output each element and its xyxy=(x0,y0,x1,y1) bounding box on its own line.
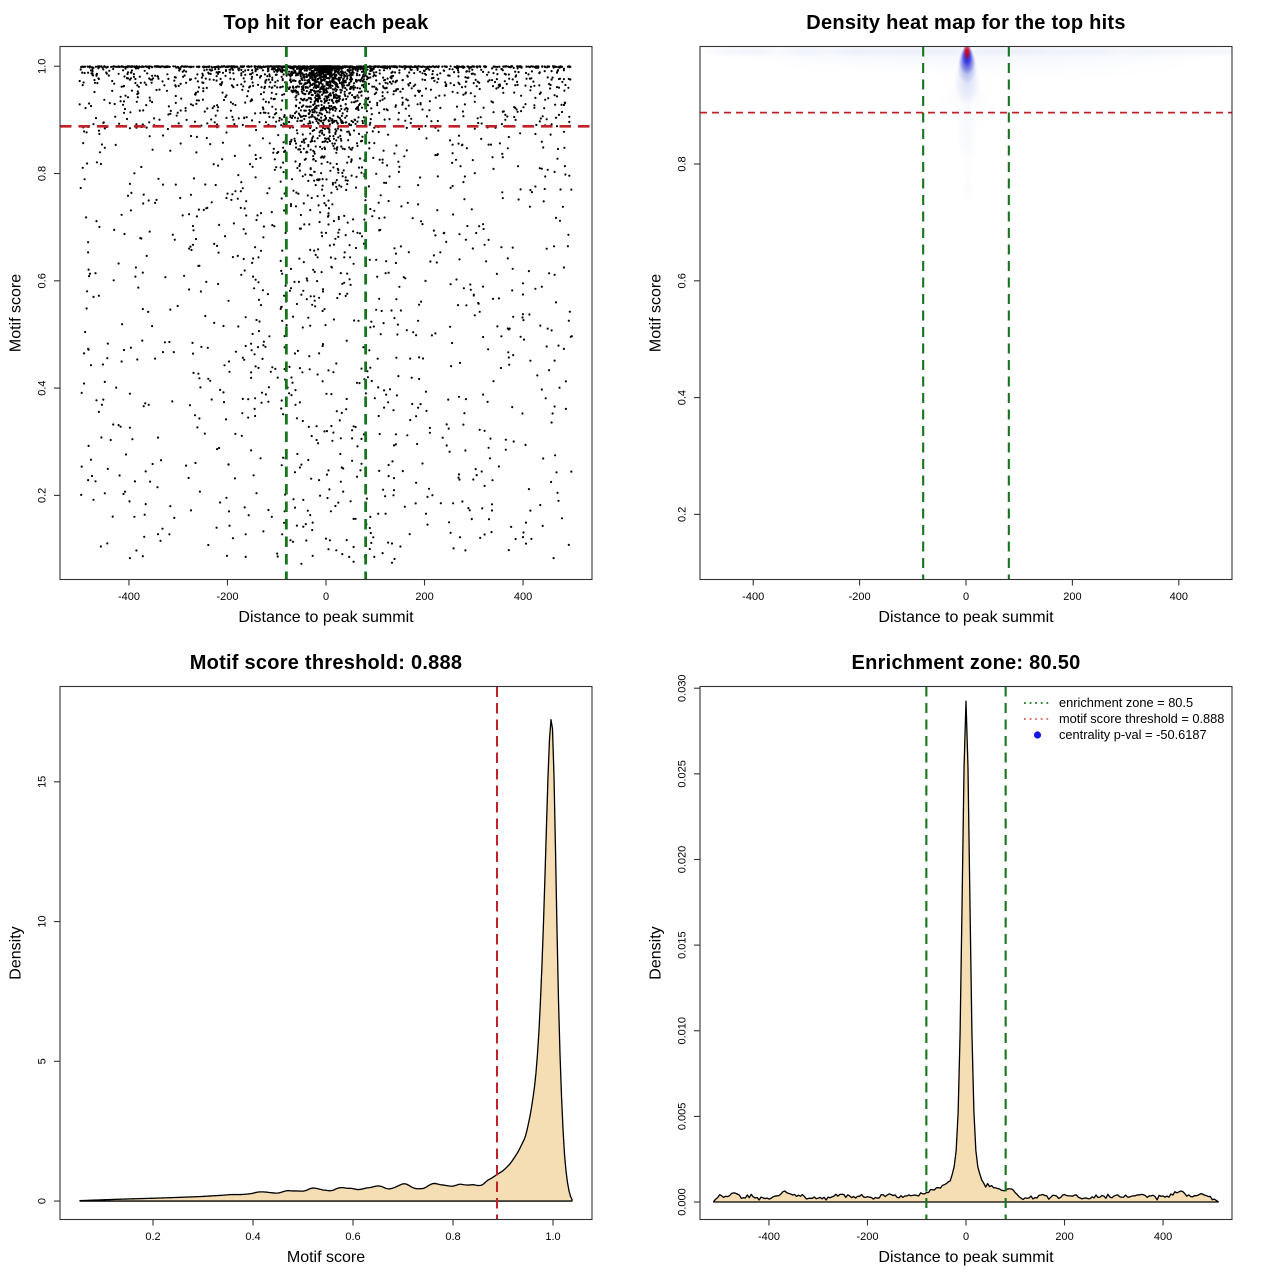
heat-blob xyxy=(771,46,842,57)
score-density-plot-surface: 0.2 0.4 0.6 0.8 1.0 0 5 10 15 xyxy=(37,685,593,1243)
x-tick-label: -200 xyxy=(856,1231,878,1243)
y-tick-label: 0 xyxy=(37,1198,49,1204)
heat-blob xyxy=(1071,46,1132,57)
y-axis-label: Density xyxy=(7,926,25,980)
y-tick-label: 1.0 xyxy=(37,59,49,74)
y-tick-label: 0.2 xyxy=(37,488,49,503)
heat-blob xyxy=(963,46,971,61)
panel-enrichment-zone-density: -400 -200 0 200 400 0.000 0.005 0.010 0.015 0.020… xyxy=(640,640,1280,1280)
scatter-plot-surface: -400 -200 0 200 400 0.2 0.4 0.6 0.8 1.0 xyxy=(37,45,593,603)
panel-title: Enrichment zone: 80.50 xyxy=(851,652,1081,674)
y-tick-label: 0.2 xyxy=(677,507,689,522)
plot-region xyxy=(60,46,592,580)
y-tick-label: 10 xyxy=(37,915,49,927)
heatmap-plot-surface: -400 -200 0 200 400 0.2 0.4 0.6 0.8 xyxy=(677,45,1233,603)
y-tick-label: 0.6 xyxy=(677,273,689,288)
y-tick-label: 0.8 xyxy=(677,156,689,171)
legend-label: centrality p-val = -50.6187 xyxy=(1059,727,1207,742)
y-tick-label: 0.005 xyxy=(677,1103,689,1131)
density-area xyxy=(79,719,573,1202)
legend-label: enrichment zone = 80.5 xyxy=(1059,695,1193,710)
x-tick-label: 200 xyxy=(415,591,433,603)
x-tick-label: -400 xyxy=(118,591,140,603)
x-tick-label: 0 xyxy=(963,1231,969,1243)
y-tick-label: 5 xyxy=(37,1058,49,1064)
panel-top-hit-scatter: -400 -200 0 200 400 0.2 0.4 0.6 0.8 1.0 Top hit f… xyxy=(0,0,640,640)
y-tick-label: 0.015 xyxy=(677,931,689,959)
y-tick-label: 0.4 xyxy=(37,380,49,395)
y-axis-label: Motif score xyxy=(647,273,665,353)
y-tick-label: 15 xyxy=(37,776,49,788)
y-tick-label: 0.025 xyxy=(677,760,689,788)
x-tick-label: -200 xyxy=(216,591,238,603)
x-tick-label: 0.4 xyxy=(245,1231,260,1243)
x-tick-label: -400 xyxy=(758,1231,780,1243)
plot-box xyxy=(59,685,593,1221)
panel-title: Motif score threshold: 0.888 xyxy=(189,652,463,674)
heat-blob xyxy=(1209,46,1232,57)
y-tick-label: 0.6 xyxy=(37,273,49,288)
y-tick-label: 0.030 xyxy=(677,674,689,702)
panel-title: Density heat map for the top hits xyxy=(806,12,1126,34)
x-tick-label: 0.6 xyxy=(345,1231,360,1243)
x-axis-label: Motif score xyxy=(286,1249,366,1266)
plot-region xyxy=(713,686,1219,1220)
x-axis-label: Distance to peak summit xyxy=(238,609,414,626)
x-tick-label: -400 xyxy=(742,591,764,603)
x-tick-label: 0 xyxy=(963,591,969,603)
x-tick-label: 200 xyxy=(1055,1231,1073,1243)
x-tick-label: -200 xyxy=(849,591,871,603)
x-tick-label: 0.2 xyxy=(145,1231,160,1243)
x-tick-label: 400 xyxy=(1170,591,1188,603)
legend-point-swatch xyxy=(1033,731,1042,739)
y-tick-label: 0.4 xyxy=(677,390,689,405)
x-tick-label: 200 xyxy=(1063,591,1081,603)
plot-region xyxy=(700,46,1232,580)
legend-label: motif score threshold = 0.888 xyxy=(1059,711,1224,726)
x-tick-label: 0.8 xyxy=(445,1231,460,1243)
x-tick-label: 400 xyxy=(514,591,532,603)
heat-blob xyxy=(736,46,781,57)
heat-blob xyxy=(956,101,979,169)
panel-density-heatmap: -400 -200 0 200 400 0.2 0.4 0.6 0.8 Density heat… xyxy=(640,0,1280,640)
y-axis-label: Density xyxy=(647,926,665,980)
scatter-points xyxy=(78,65,573,565)
heat-blob xyxy=(961,159,976,211)
distance-density-plot-surface: -400 -200 0 200 400 0.000 0.005 0.010 0.015 0.020… xyxy=(677,674,1233,1243)
x-axis-label: Distance to peak summit xyxy=(878,1249,1054,1266)
y-tick-label: 0.010 xyxy=(677,1017,689,1045)
x-axis-label: Distance to peak summit xyxy=(878,609,1054,626)
panel-motif-score-density: 0.2 0.4 0.6 0.8 1.0 0 5 10 15 Motif score thresh… xyxy=(0,640,640,1280)
heat-blob xyxy=(914,46,975,57)
y-axis-label: Motif score xyxy=(7,273,25,353)
y-tick-label: 0.020 xyxy=(677,846,689,874)
x-tick-label: 0 xyxy=(323,591,329,603)
y-tick-label: 0.000 xyxy=(677,1188,689,1216)
plot-region xyxy=(79,686,573,1220)
x-tick-label: 400 xyxy=(1154,1231,1172,1243)
y-tick-label: 0.8 xyxy=(37,166,49,181)
panel-title: Top hit for each peak xyxy=(223,12,429,34)
density-area xyxy=(713,700,1219,1203)
x-tick-label: 1.0 xyxy=(545,1231,560,1243)
